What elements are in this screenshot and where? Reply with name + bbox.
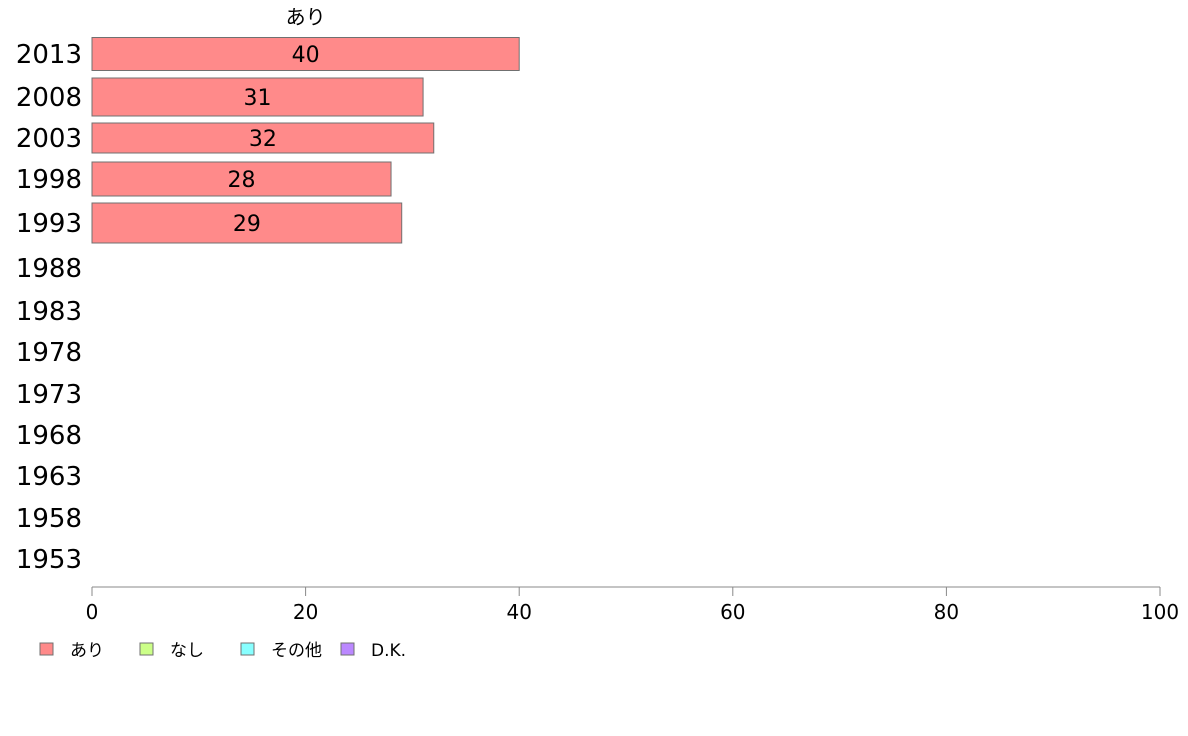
year-label: 2008	[16, 83, 82, 113]
x-tick-label: 60	[720, 600, 745, 624]
year-label: 1973	[16, 380, 82, 410]
legend-swatch	[39, 642, 54, 656]
year-label: 1958	[16, 504, 82, 534]
year-label: 1963	[16, 462, 82, 492]
bar-value-label: 28	[228, 168, 256, 193]
year-label: 1998	[16, 165, 82, 195]
bar-value-label: 29	[233, 212, 261, 237]
x-tick-label: 100	[1141, 600, 1179, 624]
year-label: 1988	[16, 254, 82, 284]
x-tick-label: 40	[506, 600, 531, 624]
legend-label: D.K.	[371, 641, 406, 661]
series-title-label: あり	[286, 5, 326, 29]
year-label: 2013	[16, 40, 82, 70]
bar-2003-series-0	[91, 122, 435, 154]
legend-label: その他	[271, 641, 322, 661]
year-label: 1953	[16, 545, 82, 575]
year-label: 1983	[16, 297, 82, 327]
year-label: 1993	[16, 209, 82, 239]
x-tick-label: 20	[293, 600, 318, 624]
bar-2013-series-0	[91, 37, 520, 71]
year-label: 1968	[16, 421, 82, 451]
bar-1998-series-0	[91, 161, 392, 197]
bar-2008-series-0	[91, 77, 424, 117]
x-tick-label: 80	[934, 600, 959, 624]
bar-value-label: 32	[249, 127, 277, 152]
legend-label: なし	[170, 641, 204, 661]
legend-swatch	[340, 642, 355, 656]
x-tick-label: 0	[86, 600, 99, 624]
bar-value-label: 40	[292, 43, 320, 68]
legend-label: あり	[70, 641, 104, 661]
year-label: 1978	[16, 338, 82, 368]
bar-value-label: 31	[244, 86, 272, 111]
bar-1993-series-0	[91, 202, 403, 244]
legend-swatch	[139, 642, 154, 656]
legend-swatch	[240, 642, 255, 656]
year-label: 2003	[16, 124, 82, 154]
